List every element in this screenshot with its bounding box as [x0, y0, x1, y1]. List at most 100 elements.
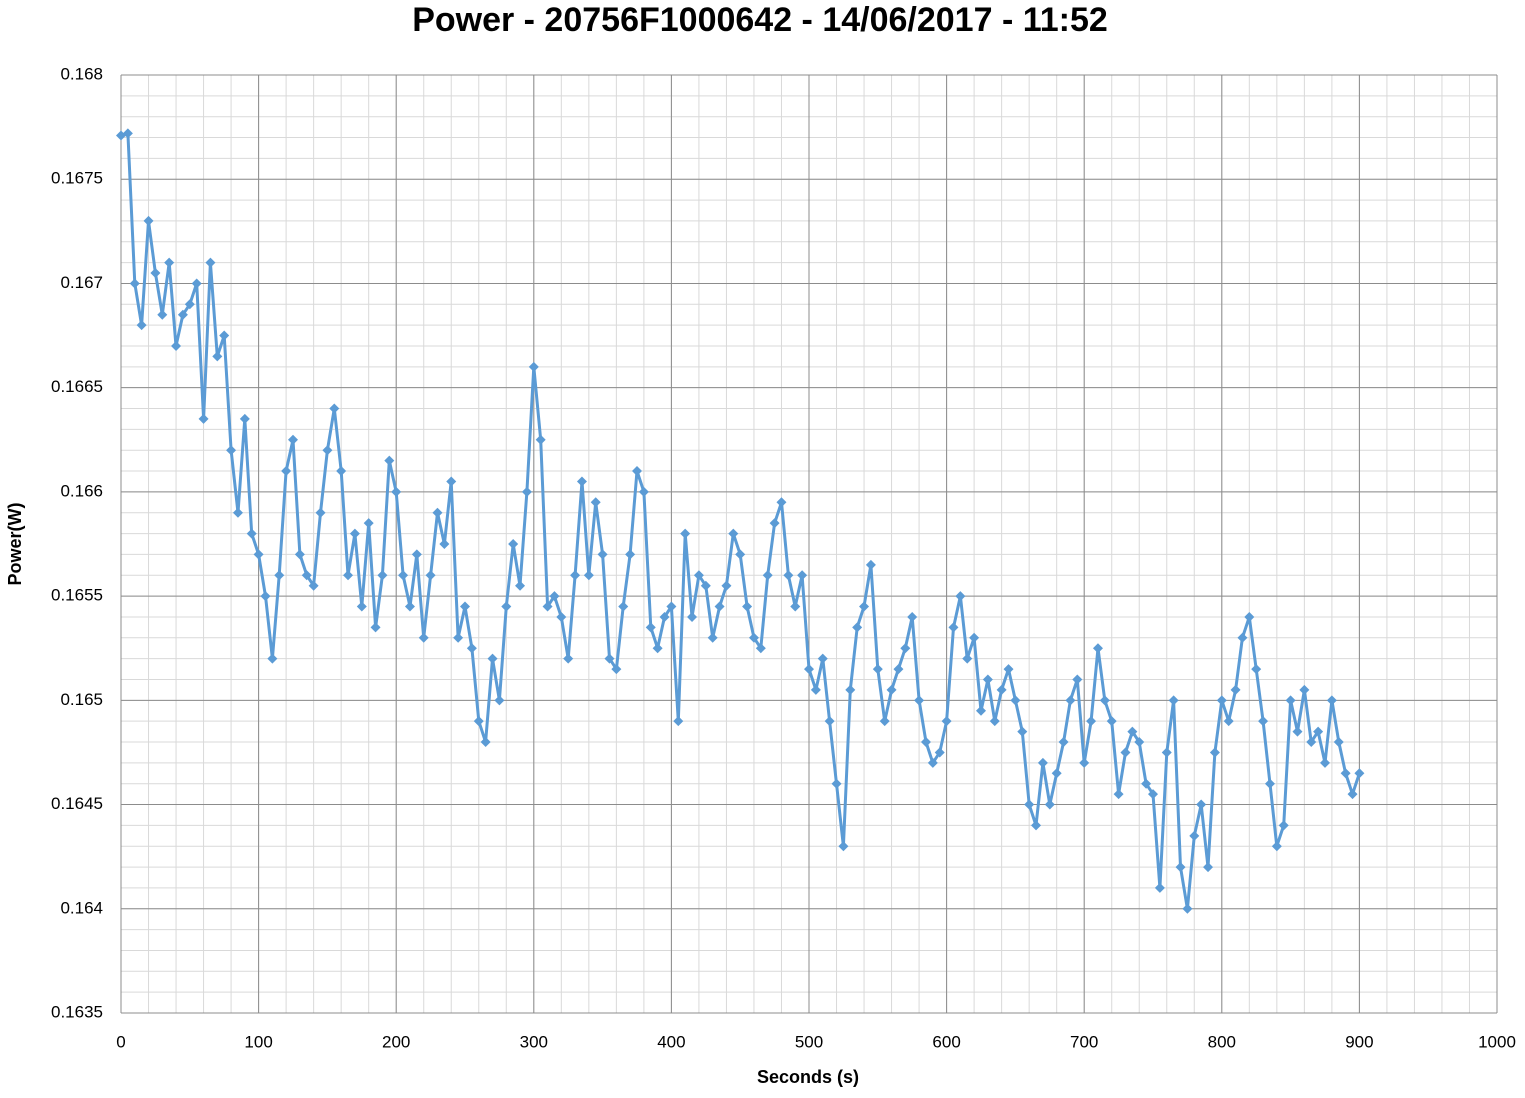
data-point	[982, 674, 993, 685]
data-point	[590, 497, 601, 508]
data-point	[625, 549, 636, 560]
data-point	[687, 611, 698, 622]
data-point	[969, 632, 980, 643]
x-tick-label: 200	[382, 1032, 410, 1051]
data-point	[418, 632, 429, 643]
data-point	[735, 549, 746, 560]
data-point	[336, 466, 347, 477]
data-point	[294, 549, 305, 560]
data-point	[177, 309, 188, 320]
data-point	[955, 591, 966, 602]
y-tick-label: 0.164	[60, 898, 103, 917]
data-point	[356, 601, 367, 612]
data-point	[1072, 674, 1083, 685]
x-tick-label: 800	[1208, 1032, 1236, 1051]
data-point	[838, 841, 849, 852]
data-point	[1044, 799, 1055, 810]
data-point	[693, 570, 704, 581]
y-tick-label: 0.1645	[51, 794, 103, 813]
data-point	[212, 351, 223, 362]
data-point	[879, 716, 890, 727]
data-point	[487, 653, 498, 664]
data-point	[404, 601, 415, 612]
data-point	[453, 632, 464, 643]
data-point	[865, 559, 876, 570]
data-point	[370, 622, 381, 633]
data-point	[1230, 684, 1241, 695]
data-point	[748, 632, 759, 643]
data-point	[1024, 799, 1035, 810]
data-point	[1354, 768, 1365, 779]
data-point	[907, 611, 918, 622]
y-tick-label: 0.168	[60, 64, 103, 83]
data-point	[680, 528, 691, 539]
data-point	[1051, 768, 1062, 779]
data-point	[1264, 778, 1275, 789]
data-point	[1216, 695, 1227, 706]
data-point	[508, 539, 519, 549]
data-point	[329, 403, 340, 414]
data-point	[267, 653, 278, 664]
data-point	[900, 643, 911, 654]
data-point	[563, 653, 574, 664]
data-point	[219, 330, 230, 341]
data-point	[1161, 747, 1172, 758]
data-point	[322, 445, 333, 456]
data-point	[391, 486, 402, 497]
data-point	[129, 278, 140, 289]
data-point	[1326, 695, 1337, 706]
y-tick-label: 0.1635	[51, 1002, 103, 1021]
data-point	[1058, 737, 1069, 748]
data-point	[1031, 820, 1042, 831]
y-axis-label: Power(W)	[5, 502, 25, 585]
data-point	[783, 570, 794, 581]
data-point	[301, 570, 312, 581]
data-point	[1120, 747, 1131, 758]
x-tick-label: 1000	[1478, 1032, 1516, 1051]
data-point	[1196, 799, 1207, 810]
x-tick-label: 400	[657, 1032, 685, 1051]
data-point	[1189, 830, 1200, 841]
data-point	[824, 716, 835, 727]
data-point	[989, 716, 1000, 727]
data-point	[920, 737, 931, 748]
data-point	[281, 466, 292, 477]
data-point	[948, 622, 959, 633]
data-point	[384, 455, 395, 466]
data-point	[776, 497, 787, 508]
data-point	[1134, 737, 1145, 748]
x-tick-label: 500	[795, 1032, 823, 1051]
data-point	[1313, 726, 1324, 737]
data-point	[1203, 862, 1214, 873]
data-point	[1285, 695, 1296, 706]
data-point	[810, 684, 821, 695]
data-point	[914, 695, 925, 706]
data-point	[343, 570, 354, 581]
data-point	[1037, 757, 1048, 768]
data-point	[349, 528, 360, 539]
data-point	[473, 716, 484, 727]
data-point	[886, 684, 897, 695]
data-point	[707, 632, 718, 643]
data-point	[893, 664, 904, 675]
data-point	[363, 518, 374, 529]
data-point	[872, 664, 883, 675]
y-tick-label: 0.167	[60, 273, 103, 292]
x-axis-label: Seconds (s)	[757, 1067, 859, 1087]
data-point	[232, 507, 243, 518]
data-point	[804, 664, 814, 675]
data-point	[817, 653, 828, 664]
data-point	[742, 601, 753, 612]
data-point	[1106, 716, 1117, 727]
data-point	[122, 128, 133, 139]
data-point	[205, 257, 216, 268]
data-point	[460, 601, 470, 612]
data-point	[308, 580, 319, 591]
x-tick-label: 300	[520, 1032, 548, 1051]
data-point	[666, 601, 677, 612]
data-point	[721, 580, 732, 591]
data-point	[157, 309, 168, 320]
x-tick-label: 0	[116, 1032, 125, 1051]
data-point	[1244, 611, 1255, 622]
